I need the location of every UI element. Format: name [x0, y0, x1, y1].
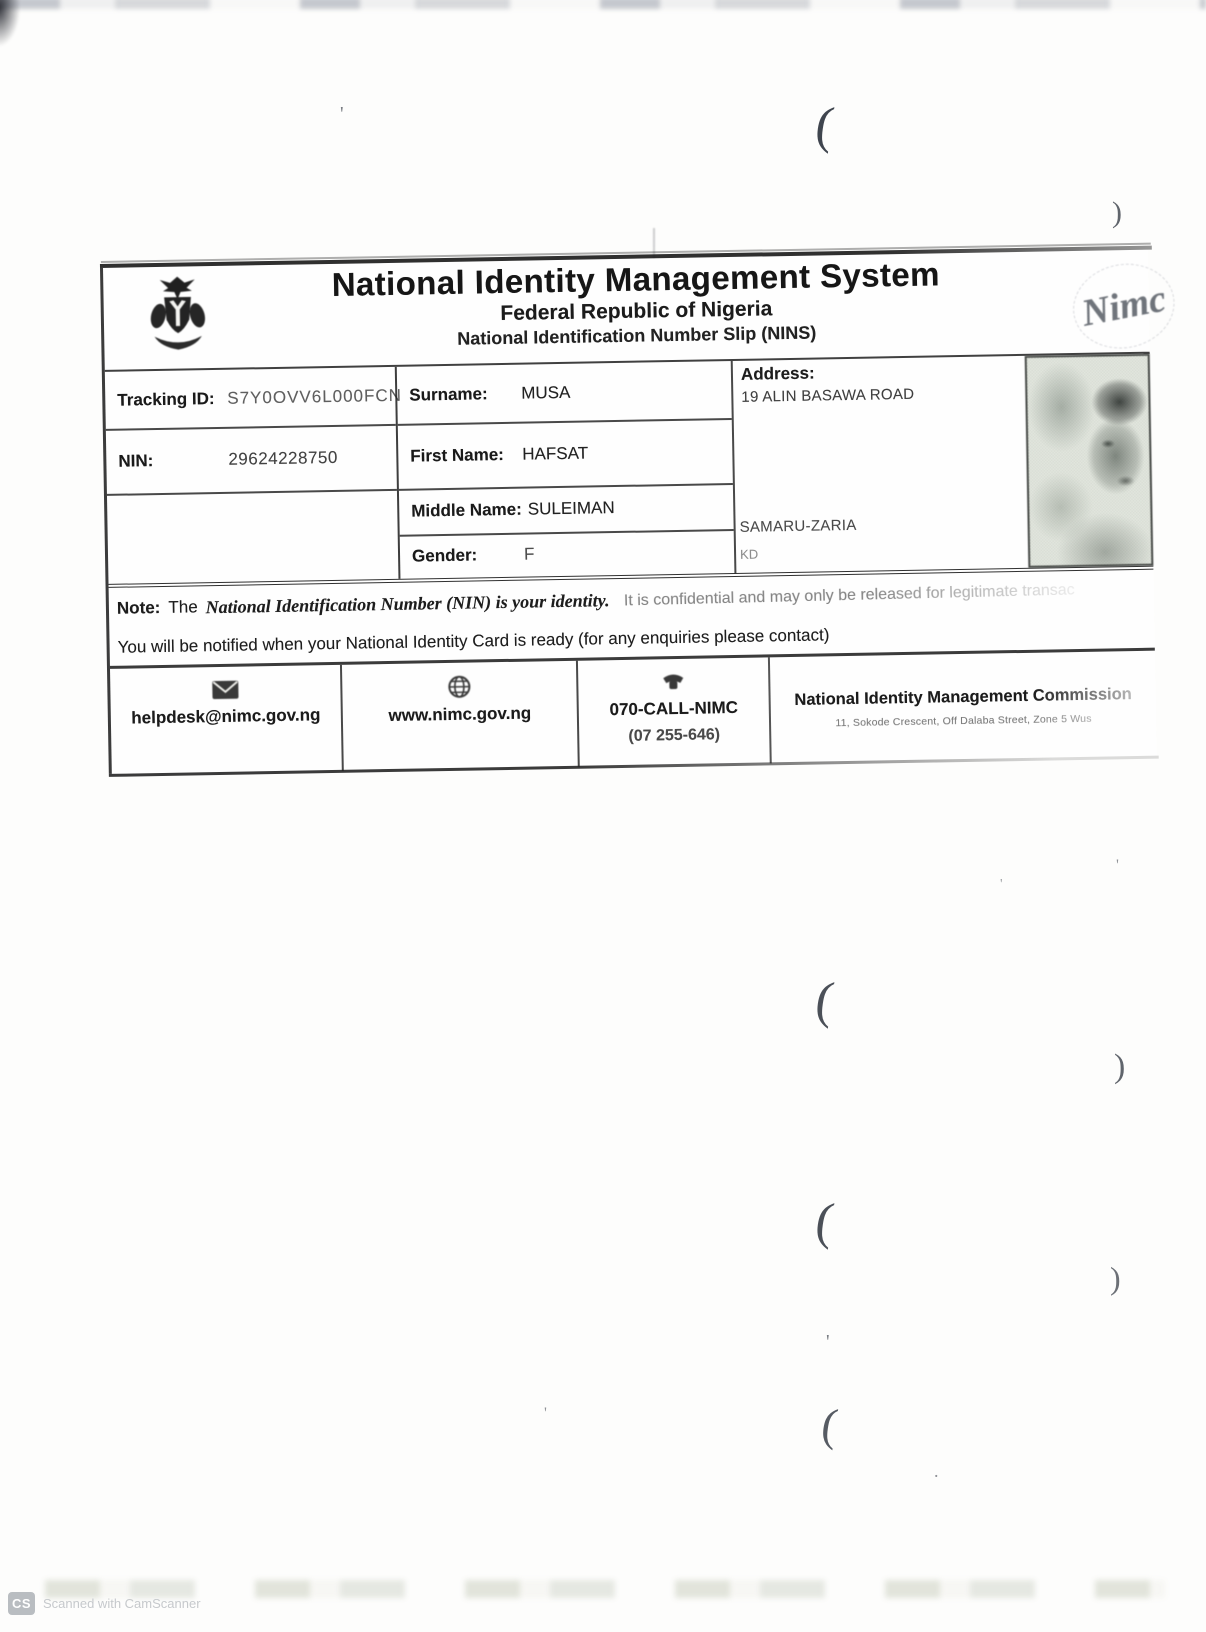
nin-slip-card: National Identity Management System Fede…: [99, 245, 1182, 777]
nigeria-coat-of-arms-icon: [150, 276, 206, 350]
nimc-logo: Nimc: [1065, 255, 1182, 358]
tracking-id-value: S7Y0OVV6L000FCN: [227, 385, 403, 408]
note-lead: The: [168, 597, 198, 617]
middle-name-row: Middle Name: SULEIMAN: [399, 483, 734, 535]
globe-icon: [448, 675, 471, 698]
camscanner-watermark: CS Scanned with CamScanner: [8, 1592, 201, 1615]
phone-icon: [663, 674, 684, 690]
scan-artifact: (: [812, 971, 838, 1030]
portrait-photo: [1024, 353, 1154, 568]
tracking-column: Tracking ID: S7Y0OVV6L000FCN NIN: 296242…: [104, 366, 402, 584]
surname-row: Surname: MUSA: [397, 361, 732, 424]
gender-row: Gender: F: [400, 529, 735, 579]
address-line2: SAMARU-ZARIA: [739, 516, 857, 536]
nin-value: 29624228750: [228, 447, 339, 469]
names-column: Surname: MUSA First Name: HAFSAT Middle …: [396, 360, 737, 579]
phone-name: 070-CALL-NIMC: [609, 697, 739, 720]
scan-artifact: ): [1114, 1048, 1126, 1085]
first-name-label: First Name:: [410, 444, 505, 466]
scan-artifact: (: [818, 1398, 841, 1451]
note-tail: It is confidential and may only be relea…: [623, 581, 1075, 610]
gender-value: F: [523, 544, 535, 564]
first-name-value: HAFSAT: [522, 443, 589, 464]
camscanner-label: Scanned with CamScanner: [43, 1596, 201, 1611]
address-label: Address:: [740, 363, 815, 384]
slip-fields-table: Tracking ID: S7Y0OVV6L000FCN NIN: 296242…: [104, 353, 1154, 588]
scan-corner-blob: [0, 0, 20, 46]
slip-footer: helpdesk@nimc.gov.ng www.nimc.gov.ng 070…: [109, 647, 1157, 775]
scan-artifact: (: [812, 96, 838, 155]
commission-address: 11, Sokode Crescent, Off Dalaba Street, …: [835, 712, 1092, 730]
nin-row: NIN: 29624228750: [106, 424, 397, 494]
slip-header: National Identity Management System Fede…: [102, 249, 1182, 372]
scan-artifact: .: [934, 1461, 939, 1481]
middle-name-label: Middle Name:: [411, 499, 522, 521]
tracking-id-row: Tracking ID: S7Y0OVV6L000FCN: [105, 367, 402, 429]
camscanner-badge-icon: CS: [8, 1592, 35, 1615]
scan-artifact: (: [812, 1192, 838, 1251]
tracking-id-label: Tracking ID:: [117, 388, 215, 410]
address-column: Address: 19 ALIN BASAWA ROAD SAMARU-ZARI…: [733, 356, 1029, 573]
scan-artifact: ': [1116, 857, 1119, 874]
first-name-row: First Name: HAFSAT: [398, 418, 733, 489]
footer-phone-cell: 070-CALL-NIMC (07 255-646): [577, 657, 772, 767]
header-text-block: National Identity Management System Fede…: [213, 253, 1059, 354]
scan-artifact: ): [1110, 1260, 1121, 1296]
middle-name-value: SULEIMAN: [527, 498, 615, 519]
surname-value: MUSA: [521, 382, 571, 403]
footer-website-cell: www.nimc.gov.ng: [341, 660, 580, 771]
footer-commission-cell: National Identity Management Commission …: [770, 651, 1157, 764]
scan-top-smudge: [0, 0, 1206, 9]
scan-artifact: ': [1000, 877, 1003, 892]
scan-bottom-smudge: [45, 1580, 1165, 1598]
address-line3: KD: [739, 546, 759, 562]
website-url: www.nimc.gov.ng: [388, 703, 532, 726]
gender-label: Gender:: [411, 545, 478, 566]
address-line1: 19 ALIN BASAWA ROAD: [741, 385, 915, 406]
surname-label: Surname:: [409, 383, 488, 405]
scan-artifact: ': [826, 1331, 830, 1353]
scan-artifact: ': [544, 1405, 547, 1422]
notify-text: You will be notified when your National …: [117, 625, 830, 657]
helpdesk-email: helpdesk@nimc.gov.ng: [131, 705, 321, 728]
email-icon: [212, 680, 239, 700]
footer-email-cell: helpdesk@nimc.gov.ng: [109, 664, 344, 775]
note-emphasis: National Identification Number (NIN) is …: [205, 589, 610, 617]
scan-artifact: ': [340, 103, 344, 125]
nimc-logo-text: Nimc: [1078, 277, 1170, 335]
commission-name: National Identity Management Commission: [794, 685, 1132, 709]
scan-artifact: ): [1112, 196, 1122, 229]
phone-number: (07 255-646): [628, 726, 721, 745]
nin-label: NIN:: [118, 450, 154, 471]
note-label: Note:: [116, 597, 161, 618]
